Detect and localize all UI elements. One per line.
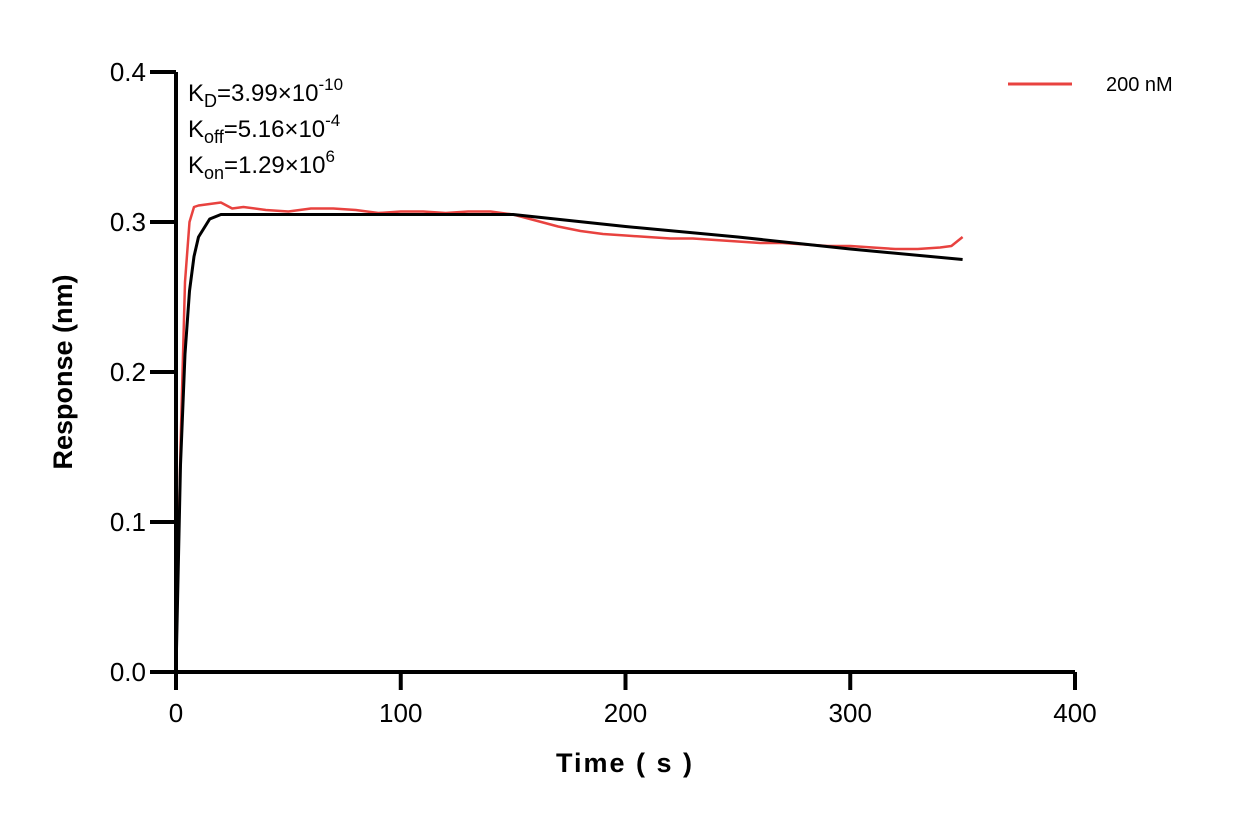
- x-tick-label: 100: [379, 698, 422, 728]
- kinetic-annotation: Koff=5.16×10-4: [188, 111, 340, 147]
- x-tick-label: 400: [1053, 698, 1096, 728]
- x-tick-label: 0: [169, 698, 183, 728]
- kinetic-annotation: Kon=1.29×106: [188, 147, 335, 183]
- y-tick-label: 0.0: [110, 657, 146, 687]
- x-axis-label: Time ( s ): [556, 748, 694, 778]
- x-tick-label: 300: [829, 698, 872, 728]
- y-tick-label: 0.3: [110, 207, 146, 237]
- y-tick-label: 0.2: [110, 357, 146, 387]
- fit-curve-line: [174, 213, 963, 673]
- kinetic-annotation: KD=3.99×10-10: [188, 75, 343, 111]
- y-tick-label: 0.1: [110, 507, 146, 537]
- x-tick-label: 200: [604, 698, 647, 728]
- legend-label: 200 nM: [1106, 74, 1173, 96]
- y-axis-label: Response (nm): [48, 274, 78, 469]
- y-tick-label: 0.4: [110, 57, 146, 87]
- series-200nM-line: [174, 201, 964, 673]
